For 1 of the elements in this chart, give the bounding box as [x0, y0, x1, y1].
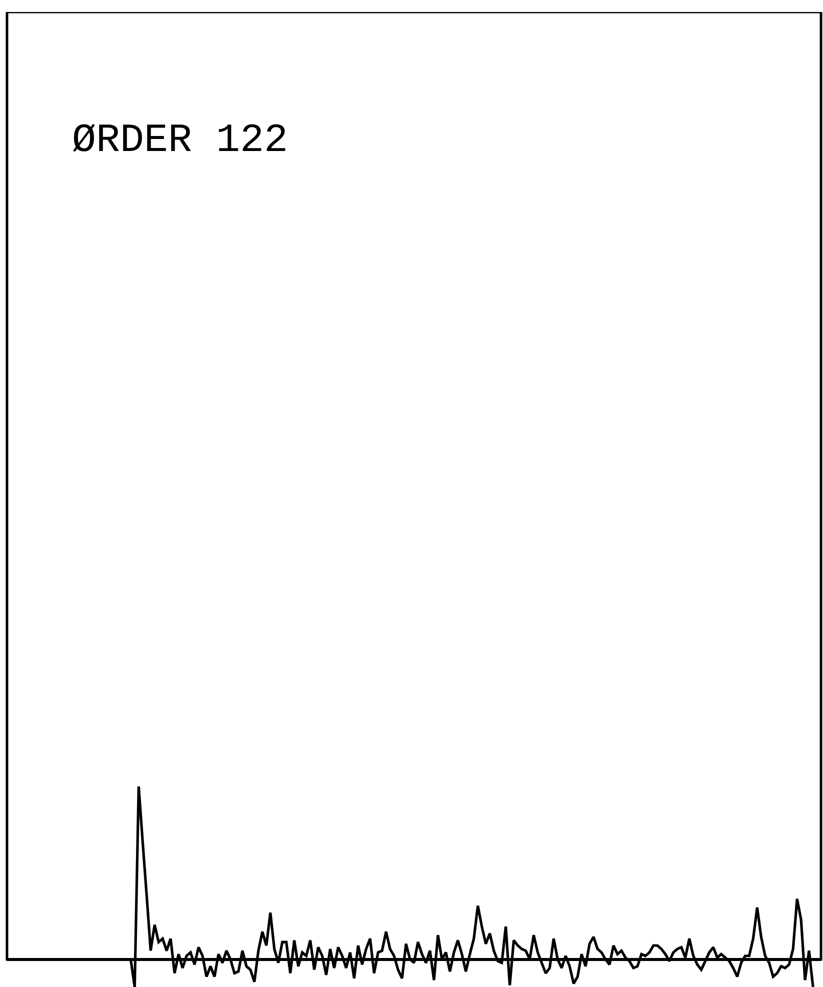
chart-title: ØRDER 122 [72, 119, 288, 164]
